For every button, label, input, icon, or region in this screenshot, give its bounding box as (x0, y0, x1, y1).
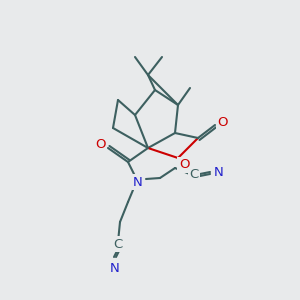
Text: O: O (95, 139, 105, 152)
Text: C: C (113, 238, 123, 250)
Text: N: N (133, 176, 143, 188)
Text: O: O (179, 158, 189, 172)
Text: C: C (189, 169, 199, 182)
Text: N: N (214, 167, 224, 179)
Text: O: O (218, 116, 228, 128)
Text: N: N (110, 262, 120, 275)
